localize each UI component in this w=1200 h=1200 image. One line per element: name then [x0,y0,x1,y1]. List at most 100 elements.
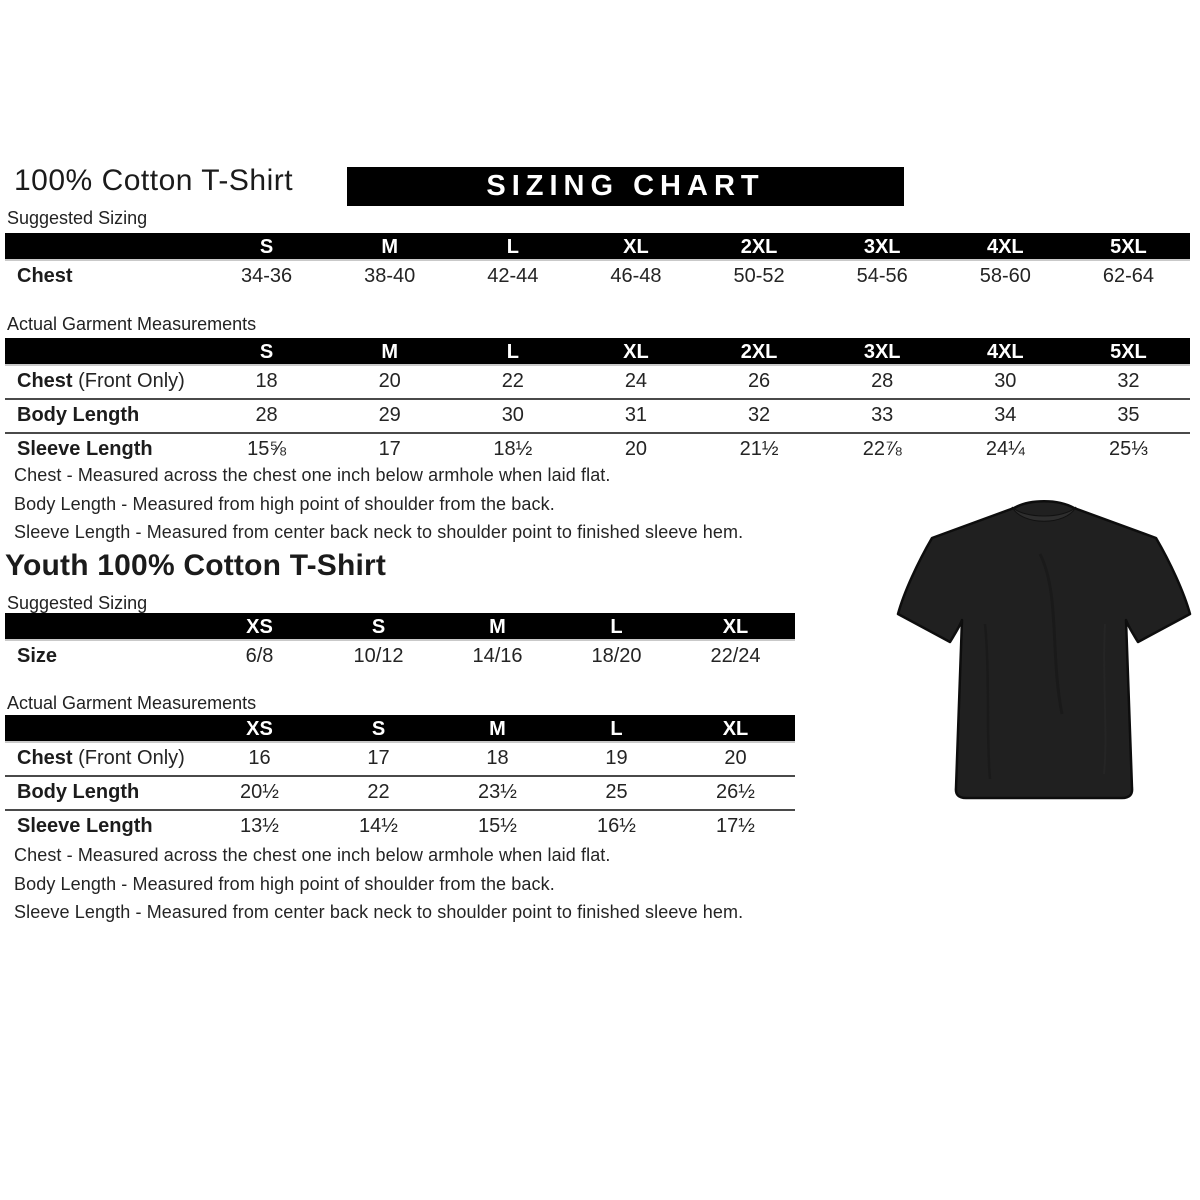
table-header-row: XS S M L XL [5,613,795,641]
youth-measurement-notes: Chest - Measured across the chest one in… [14,841,743,927]
table-row: Sleeve Length 13½ 14½ 15½ 16½ 17½ [5,809,795,843]
table-row: Body Length 28 29 30 31 32 33 34 35 [5,398,1190,432]
column-header-s: S [259,341,274,363]
adult-section-title: 100% Cotton T-Shirt [14,164,294,197]
size-value-cell: 14/16 [472,645,523,667]
size-value-cell: 14½ [359,815,398,837]
adult-measurement-notes: Chest - Measured across the chest one in… [14,461,743,547]
size-value-cell: 18 [255,370,278,392]
column-header-l: L [610,616,623,638]
size-value-cell: 21½ [739,438,779,460]
size-value-cell: 22 [367,781,390,803]
size-value-cell: 15½ [478,815,517,837]
size-value-cell: 33 [871,404,894,426]
table-row: Sleeve Length 15⅝ 17 18½ 20 21½ 22⅞ 24¼ 25⅓ [5,432,1190,466]
size-value-cell: 54-56 [856,265,908,287]
row-label: Sleeve Length [5,811,200,843]
row-label-text: Size [17,645,58,667]
measurement-note-line: Sleeve Length - Measured from center bac… [14,902,744,922]
table-row: Chest 34-36 38-40 42-44 46-48 50-52 54-56 58-60… [5,261,1190,293]
youth-section-title: Youth 100% Cotton T-Shirt [5,549,387,582]
row-label: Size [5,641,200,673]
size-value-cell: 24¼ [985,438,1025,460]
youth-actual-measurements-label: Actual Garment Measurements [7,693,257,713]
size-value-cell: 10/12 [353,645,404,667]
size-value-cell: 62-64 [1102,265,1155,287]
column-header-m: M [489,718,506,740]
tshirt-image [890,474,1200,804]
column-header-m: M [381,341,399,363]
adult-actual-measurements-table: S M L XL 2XL 3XL 4XL 5XL Chest (Front Only) 18 20 2… [5,338,1190,466]
adult-suggested-sizing-table: S M L XL 2XL 3XL 4XL 5XL Chest 34-36 38-40 42-44 46-… [5,233,1190,293]
row-label-text: Chest [17,370,73,392]
size-value-cell: 16½ [597,815,636,837]
row-label-text: Sleeve Length [17,438,153,460]
column-header-3xl: 3XL [863,236,901,258]
measurement-note-line: Body Length - Measured from high point o… [14,873,555,894]
table-row: Chest (Front Only) 18 20 22 24 26 28 30 32 [5,366,1190,398]
measurement-note-line: Body Length - Measured from high point o… [14,493,555,514]
size-value-cell: 22 [501,370,524,392]
row-label-text: Chest [17,265,73,287]
column-header-m: M [381,236,399,258]
column-header-xl: XL [722,616,749,638]
youth-suggested-sizing-table: XS S M L XL Size 6/8 10/12 14/16 18/20 22/24 [5,613,795,673]
sizing-chart-banner-text: SIZING CHART [486,170,765,202]
column-header-3xl: 3XL [863,341,901,363]
adult-actual-measurements-label: Actual Garment Measurements [7,314,257,334]
size-value-cell: 18 [486,747,509,769]
size-value-cell: 17 [378,438,401,460]
column-header-4xl: 4XL [986,341,1024,363]
column-header-4xl: 4XL [986,236,1024,258]
column-header-m: M [489,616,506,638]
size-value-cell: 13½ [240,815,279,837]
measurement-note-line: Chest - Measured across the chest one in… [14,845,611,865]
size-value-cell: 20½ [240,781,279,803]
size-value-cell: 50-52 [733,265,785,287]
row-label-text: Chest [17,747,73,769]
column-header-2xl: 2XL [740,236,778,258]
column-header-s: S [371,718,386,740]
table-row: Chest (Front Only) 16 17 18 19 20 [5,743,795,775]
size-value-cell: 26½ [716,781,755,803]
size-value-cell: 16 [248,747,271,769]
table-row: Body Length 20½ 22 23½ 25 26½ [5,775,795,809]
column-header-xl: XL [623,236,649,258]
size-value-cell: 6/8 [245,645,274,667]
size-value-cell: 42-44 [487,265,539,287]
column-header-xl: XL [722,718,749,740]
size-value-cell: 32 [1117,370,1140,392]
size-value-cell: 35 [1117,404,1140,426]
column-header-5xl: 5XL [1110,236,1147,258]
size-value-cell: 28 [255,404,278,426]
size-value-cell: 20 [724,747,747,769]
row-label: Sleeve Length [5,434,205,466]
column-header-2xl: 2XL [740,341,778,363]
size-value-cell: 20 [624,438,648,460]
size-value-cell: 30 [501,404,524,426]
row-label: Body Length [5,777,200,809]
size-value-cell: 20 [378,370,401,392]
row-label-suffix: (Front Only) [72,370,185,392]
measurement-note-line: Chest - Measured across the chest one in… [14,465,611,485]
column-header-l: L [610,718,623,740]
measurement-note-line: Sleeve Length - Measured from center bac… [14,522,744,542]
size-value-cell: 34 [994,404,1017,426]
row-label-suffix: (Front Only) [72,747,185,769]
size-value-cell: 25⅓ [1108,438,1148,460]
table-header-row: S M L XL 2XL 3XL 4XL 5XL [5,338,1190,366]
size-value-cell: 32 [747,404,771,426]
table-row: Size 6/8 10/12 14/16 18/20 22/24 [5,641,795,673]
size-value-cell: 25 [605,781,628,803]
size-value-cell: 58-60 [979,265,1031,287]
youth-actual-measurements-table: XS S M L XL Chest (Front Only) 16 17 18 19 20 Body … [5,715,795,843]
table-header-row: S M L XL 2XL 3XL 4XL 5XL [5,233,1190,261]
row-label-text: Sleeve Length [17,815,153,837]
row-label-text: Body Length [17,404,140,426]
column-header-l: L [506,341,519,363]
size-value-cell: 24 [624,370,648,392]
size-value-cell: 19 [605,747,628,769]
row-label: Chest (Front Only) [5,743,200,775]
row-label: Body Length [5,400,205,432]
column-header-xs: XS [246,616,273,638]
